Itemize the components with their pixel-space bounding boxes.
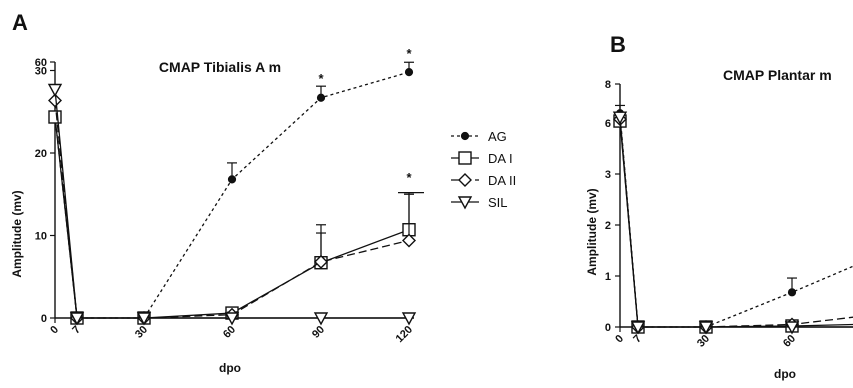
- panel-b-series-sil: [612, 111, 853, 335]
- panel-a-series-ag: [50, 61, 414, 323]
- panel-b-data-point: [784, 321, 800, 335]
- panel-b-data-point: [698, 321, 714, 335]
- panel-b-series-line: [619, 113, 853, 328]
- panel-b-x-tick-label: 0: [613, 333, 626, 346]
- panel-b-series-line: [619, 117, 853, 328]
- panel-a-letter: A: [12, 10, 28, 35]
- legend-marker: [460, 131, 470, 141]
- legend-label: AG: [488, 129, 507, 144]
- panel-b-y-tick-label: 1: [605, 271, 611, 283]
- legend-marker: [458, 173, 472, 187]
- panel-b-y-tick-label: 8: [605, 79, 611, 91]
- panel-b-y-tick-label: 6: [605, 118, 611, 130]
- panel-a-significance-star: *: [406, 46, 412, 61]
- panel-a-x-tick-label: 60: [221, 324, 238, 341]
- panel-b-series-line: [619, 119, 853, 328]
- legend-label: SIL: [488, 195, 508, 210]
- panel-b-data-point: [612, 111, 628, 125]
- panel-a-ylabel: Amplitude (mv): [10, 190, 24, 277]
- panel-b-series-da-i: [613, 114, 853, 334]
- panel-a-data-point: [401, 312, 417, 326]
- panel-a-y-tick-label: 60: [35, 57, 47, 69]
- panel-a-series-da-i: [48, 110, 416, 325]
- panel-b-letter: B: [610, 32, 626, 57]
- panel-a-y-tick-label: 10: [35, 231, 47, 243]
- panel-a-y-tick-label: 20: [35, 148, 47, 160]
- panel-b-y-tick-label: 3: [605, 169, 611, 181]
- panel-b-x-tick-label: 60: [781, 333, 798, 350]
- panel-a-series-line: [54, 71, 410, 319]
- panel-b-series-ag: [615, 104, 853, 332]
- panel-a-y-tick-label: 0: [41, 313, 47, 325]
- panel-a-significance-star: *: [406, 170, 412, 185]
- panel-a-data-point: [48, 110, 62, 124]
- panel-a-series-line: [54, 100, 410, 319]
- panel-a-data-point: [69, 312, 85, 326]
- legend-item-ag: AG: [451, 129, 507, 144]
- panel-a-x-tick-label: 90: [310, 324, 327, 341]
- panel-b-xlabel: dpo: [774, 367, 796, 381]
- panel-b-y-tick-label: 2: [605, 220, 611, 232]
- panel-a-xlabel: dpo: [219, 361, 241, 375]
- panel-a-x-tick-label: 30: [133, 324, 150, 341]
- panel-a-data-point: [316, 93, 326, 102]
- panel-a-x-tick-label: 7: [70, 324, 83, 337]
- panel-b-y-tick-label: 0: [605, 322, 611, 334]
- panel-a-series-line: [54, 116, 410, 319]
- panel-a-data-point: [227, 175, 237, 184]
- panel-a-x-tick-label: 120: [394, 324, 415, 345]
- legend-label: DA II: [488, 173, 516, 188]
- legend-item-da-ii: DA II: [451, 173, 516, 188]
- panel-a-significance-star: *: [318, 71, 324, 86]
- legend-item-sil: SIL: [451, 195, 508, 210]
- panel-a-data-point: [314, 254, 328, 269]
- legend-marker: [457, 196, 473, 210]
- panel-a-series-sil: [47, 83, 417, 326]
- panel-b-x-tick-label: 7: [631, 333, 644, 346]
- panel-a-series-da-ii: [48, 93, 416, 325]
- legend-label: DA I: [488, 151, 513, 166]
- panel-b-ylabel: Amplitude (mv): [585, 188, 599, 275]
- panel-b-title: CMAP Plantar m: [723, 67, 832, 83]
- panel-b-data-point: [630, 321, 646, 335]
- legend-marker: [458, 151, 472, 165]
- panel-b-x-tick-label: 30: [695, 333, 712, 350]
- panel-a-data-point: [48, 93, 62, 108]
- legend-item-da-i: DA I: [451, 151, 513, 166]
- panel-a-data-point: [224, 312, 240, 326]
- panel-b-series-line: [619, 120, 853, 328]
- panel-a-y-tick-label: 30: [35, 66, 47, 78]
- panel-a-data-point: [136, 312, 152, 326]
- panel-a-series-line: [54, 89, 409, 319]
- panel-a-x-tick-label: 0: [48, 324, 61, 337]
- panel-a-title: CMAP Tibialis A m: [159, 59, 281, 75]
- panel-b-series-da-ii: [613, 112, 853, 334]
- panel-a-data-point: [402, 233, 416, 248]
- panel-b-data-point: [787, 288, 797, 297]
- panel-a-data-point: [404, 68, 414, 77]
- panel-a-data-point: [313, 312, 329, 326]
- panel-a-data-point: [47, 83, 63, 97]
- legend: AG DA I DA II SIL: [451, 129, 516, 210]
